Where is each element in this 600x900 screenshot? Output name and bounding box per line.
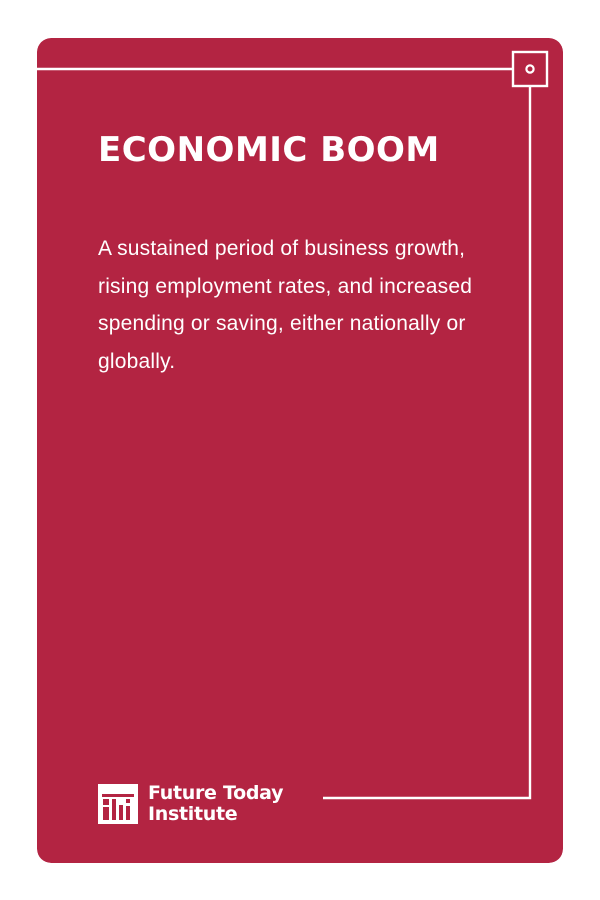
brand-name-line2: Institute (148, 803, 238, 825)
brand-name-line1: Future Today (148, 782, 284, 804)
fti-logo-icon (98, 784, 138, 824)
card-background (37, 38, 563, 863)
corner-marker-icon (511, 50, 549, 88)
card-background-frame (37, 38, 563, 863)
brand-name: Future Today Institute (148, 783, 283, 825)
brand-logo: Future Today Institute (98, 783, 283, 825)
term-card: ECONOMIC BOOM A sustained period of busi… (37, 38, 563, 863)
term-title: ECONOMIC BOOM (98, 130, 440, 170)
frame-line (37, 67, 532, 800)
term-definition: A sustained period of business growth, r… (98, 237, 473, 373)
